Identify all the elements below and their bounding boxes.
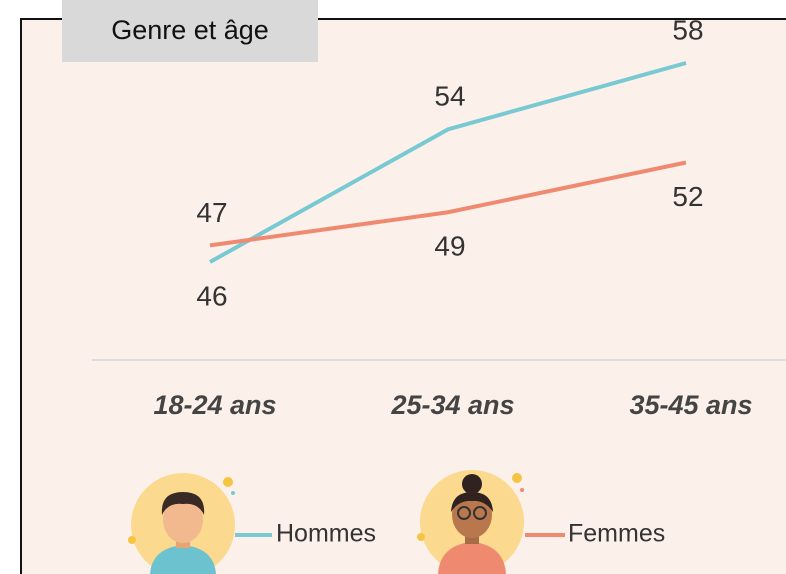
legend-label: Femmes xyxy=(568,520,665,548)
data-label: 49 xyxy=(434,231,465,262)
x-tick-label: 35-45 ans xyxy=(629,390,752,420)
data-label: 52 xyxy=(672,181,703,212)
x-tick-label: 25-34 ans xyxy=(390,390,514,420)
data-label: 54 xyxy=(434,81,465,112)
avatar-woman xyxy=(417,470,524,574)
title-box xyxy=(62,0,318,62)
data-label: 58 xyxy=(672,14,703,45)
frame xyxy=(20,18,786,574)
line xyxy=(209,160,687,248)
line xyxy=(209,61,687,264)
data-label: 46 xyxy=(196,280,227,311)
x-tick-label: 18-24 ans xyxy=(153,390,276,420)
chart-title: Genre et âge xyxy=(111,15,269,45)
data-label: 47 xyxy=(196,197,227,228)
background xyxy=(21,19,786,574)
avatar-man xyxy=(128,473,235,574)
legend-label: Hommes xyxy=(276,520,376,548)
